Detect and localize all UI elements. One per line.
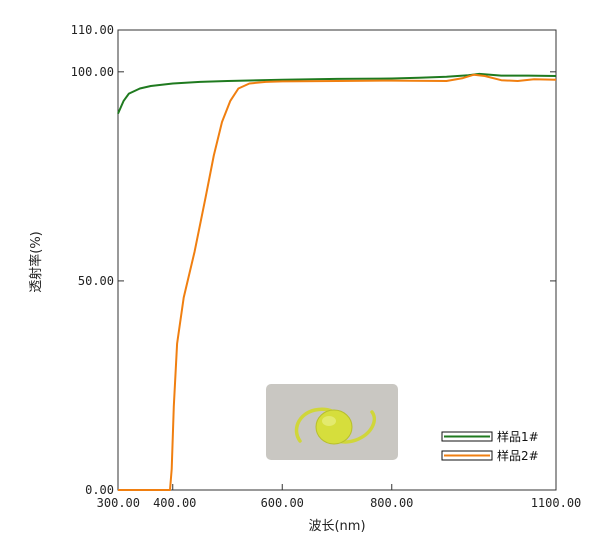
x-tick-label: 800.00 — [370, 496, 413, 510]
y-tick-label: 100.00 — [71, 65, 114, 79]
lens-optic — [315, 409, 353, 445]
series-line-2 — [118, 73, 557, 491]
x-axis-ticks: 300.00 400.00 600.00 800.00 1100.00 — [97, 484, 582, 510]
x-tick-label: 1100.00 — [531, 496, 582, 510]
series-layer — [117, 72, 557, 491]
y-axis-label: 透射率(%) — [28, 231, 44, 293]
lens-photo — [266, 384, 398, 460]
x-tick-label: 600.00 — [261, 496, 304, 510]
y-tick-label: 0.00 — [85, 483, 114, 497]
legend-label-2: 样品2# — [497, 448, 539, 463]
plot-frame — [117, 29, 557, 491]
x-tick-label: 400.00 — [153, 496, 196, 510]
y-tick-label: 50.00 — [78, 274, 114, 288]
x-axis-label: 波长(nm) — [308, 519, 365, 534]
x-tick-label: 300.00 — [97, 496, 140, 510]
legend: 样品1# 样品2# — [441, 429, 539, 463]
legend-label-1: 样品1# — [497, 429, 539, 444]
y-tick-label: 110.00 — [71, 23, 114, 37]
series-line-1 — [117, 72, 557, 115]
y-axis-ticks: 0.00 50.00 100.00 110.00 — [71, 23, 556, 497]
